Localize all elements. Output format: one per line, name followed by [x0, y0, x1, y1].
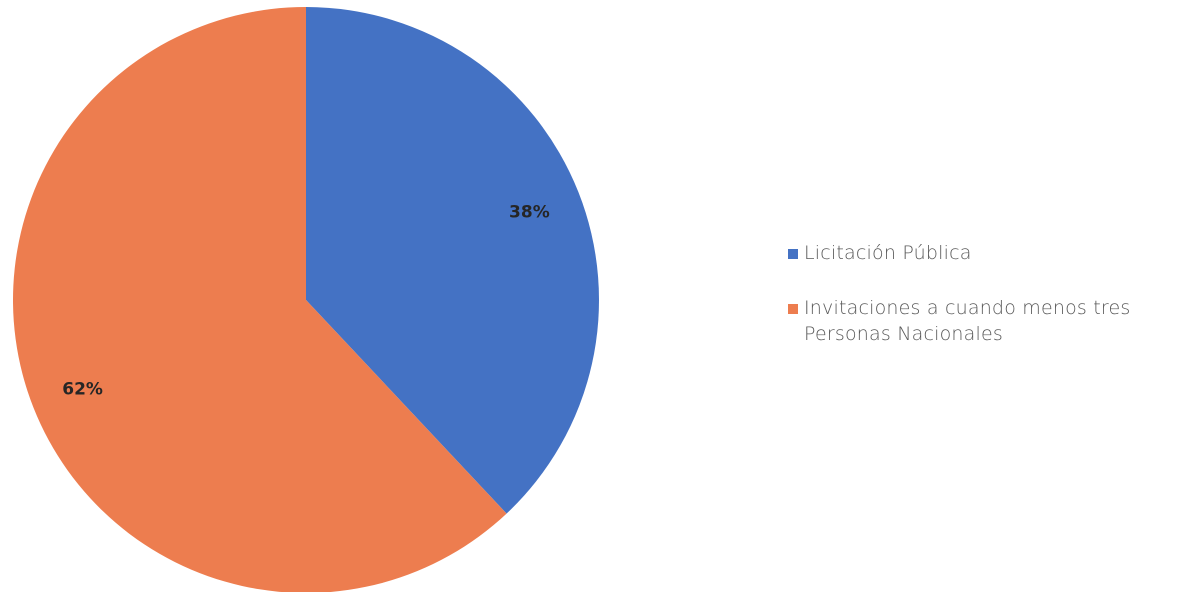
pie-slice-invitaciones	[13, 7, 507, 592]
legend-swatch-invitaciones	[788, 304, 798, 314]
legend-swatch-licitacion-publica	[788, 249, 798, 259]
legend-item-licitacion-publica: Licitación Pública	[788, 240, 1188, 266]
pie-slice-licitacion-publica	[306, 7, 600, 514]
legend: Licitación Pública Invitaciones a cuando…	[788, 240, 1188, 376]
data-label-invitaciones: 62%	[62, 379, 103, 399]
legend-label-invitaciones: Invitaciones a cuando menos tres Persona…	[804, 297, 1131, 345]
pie-plot-area: 38% 62%	[13, 7, 600, 592]
legend-label-licitacion-publica: Licitación Pública	[804, 242, 972, 264]
legend-item-invitaciones: Invitaciones a cuando menos tres Persona…	[788, 295, 1188, 347]
data-label-licitacion-publica: 38%	[509, 203, 550, 223]
